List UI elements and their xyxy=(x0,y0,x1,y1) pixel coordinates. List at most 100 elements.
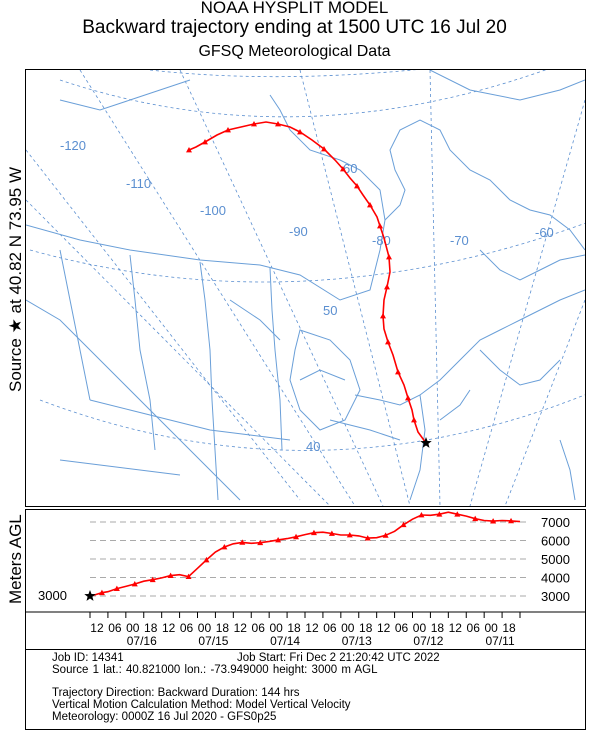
trajectory-point xyxy=(297,129,303,135)
map-area: -120 -110 -100 -90 -80 -70 -60 60 50 40 xyxy=(26,70,585,506)
source-marker xyxy=(84,590,96,601)
trajectory-point xyxy=(405,395,411,401)
x-date-label: 07/13 xyxy=(342,634,372,648)
job-id: Job ID: 14341 xyxy=(52,652,124,664)
trajectory-point xyxy=(251,121,257,127)
lon-label: -110 xyxy=(126,176,151,191)
longitude-lines xyxy=(26,70,585,506)
height-point xyxy=(418,511,425,518)
lon-label: -100 xyxy=(200,203,226,218)
x-date-label: 07/12 xyxy=(413,634,443,648)
trajectory-point xyxy=(340,166,346,172)
y-tick-label: 3000 xyxy=(541,589,570,604)
lon-label: -90 xyxy=(289,224,308,239)
trajectory-direction: Trajectory Direction: Backward Duration:… xyxy=(52,687,300,699)
height-point xyxy=(149,576,156,583)
lon-label: -120 xyxy=(60,138,86,153)
trajectory-point xyxy=(411,417,417,423)
latitude-lines xyxy=(29,70,585,451)
lat-label: 50 xyxy=(323,303,337,318)
height-point xyxy=(275,536,282,543)
trajectory-point xyxy=(384,284,390,290)
x-tick-label: 00 xyxy=(484,621,498,635)
x-tick-label: 18 xyxy=(216,621,230,635)
x-date-label: 07/14 xyxy=(270,634,300,648)
x-tick-label: 00 xyxy=(413,621,427,635)
chart-title-line1: NOAA HYSPLIT MODEL xyxy=(200,0,389,17)
y-tick-label: 5000 xyxy=(541,552,570,567)
map-frame xyxy=(25,69,586,507)
trajectory-point xyxy=(321,146,327,152)
lon-label: -80 xyxy=(372,233,391,248)
height-point xyxy=(98,589,105,596)
x-tick-label: 06 xyxy=(108,621,122,635)
x-tick-label: 06 xyxy=(395,621,409,635)
source-height-label: 3000 xyxy=(38,588,67,603)
height-point xyxy=(436,511,443,517)
meteorology: Meteorology: 0000Z 16 Jul 2020 - GFS0p25 xyxy=(52,711,277,723)
height-point xyxy=(293,533,300,540)
coastlines xyxy=(26,70,585,501)
lat-label: 40 xyxy=(306,439,320,454)
height-point xyxy=(203,556,210,563)
x-tick-label: 18 xyxy=(359,621,373,635)
x-date-label: 07/11 xyxy=(486,634,515,648)
height-point xyxy=(490,518,497,524)
height-point xyxy=(328,530,335,536)
vertical-motion-method: Vertical Motion Calculation Method: Mode… xyxy=(52,699,351,711)
height-point xyxy=(131,580,138,587)
x-tick-label: 12 xyxy=(305,621,319,635)
trajectory-line xyxy=(188,121,427,444)
source-marker xyxy=(420,437,432,448)
trajectory-point xyxy=(380,313,386,319)
height-point xyxy=(167,572,174,579)
x-tick-label: 12 xyxy=(377,621,391,635)
height-point xyxy=(382,532,389,538)
trajectory-point xyxy=(367,202,373,208)
y-tick-labels: 3000 4000 5000 6000 7000 xyxy=(541,515,570,604)
job-start: Job Start: Fri Dec 2 21:20:42 UTC 2022 xyxy=(237,652,440,664)
trajectory xyxy=(186,121,432,448)
height-point xyxy=(113,585,120,591)
x-tick-label: 12 xyxy=(162,621,176,635)
x-tick-label: 00 xyxy=(341,621,355,635)
chart-title: Backward trajectory ending at 1500 UTC 1… xyxy=(82,17,507,38)
trajectory-point xyxy=(186,147,192,153)
x-tick-label: 18 xyxy=(431,621,445,635)
x-tick-label: 06 xyxy=(323,621,337,635)
height-point xyxy=(400,521,407,528)
height-point xyxy=(508,517,515,524)
height-point xyxy=(257,539,264,546)
source-info: Source 1 lat.: 40.821000 lon.: -73.94900… xyxy=(52,664,378,676)
x-tick-label: 06 xyxy=(180,621,194,635)
chart-subtitle: GFSQ Meteorological Data xyxy=(198,43,391,60)
x-date-label: 07/15 xyxy=(198,634,228,648)
x-tick-label: 00 xyxy=(126,621,140,635)
height-point xyxy=(221,543,228,550)
x-tick-label: 00 xyxy=(269,621,283,635)
y-tick-label: 4000 xyxy=(541,571,570,586)
x-tick-label: 12 xyxy=(234,621,248,635)
height-point xyxy=(185,573,192,579)
trajectory-point xyxy=(395,369,401,375)
trajectory-point xyxy=(275,121,281,127)
height-series xyxy=(84,511,521,601)
x-tick-label: 12 xyxy=(90,621,104,635)
trajectory-point xyxy=(202,139,208,145)
trajectory-point xyxy=(385,339,391,345)
height-point xyxy=(454,511,461,517)
height-point xyxy=(472,515,479,522)
x-tick-label: 12 xyxy=(449,621,463,635)
x-axis: 12 06 00 18 12 06 00 18 12 06 00 18 12 06 00 18 12 06 00 18… xyxy=(26,611,585,648)
lon-label: -70 xyxy=(450,233,469,248)
x-date-label: 07/16 xyxy=(127,634,157,648)
x-tick-label: 18 xyxy=(502,621,516,635)
height-line xyxy=(89,511,521,597)
height-point xyxy=(364,535,371,541)
y-tick-label: 7000 xyxy=(541,515,570,530)
trajectory-point xyxy=(225,127,231,133)
x-tick-label: 06 xyxy=(252,621,266,635)
lon-label: -60 xyxy=(535,225,554,240)
trajectory-point xyxy=(377,223,383,229)
